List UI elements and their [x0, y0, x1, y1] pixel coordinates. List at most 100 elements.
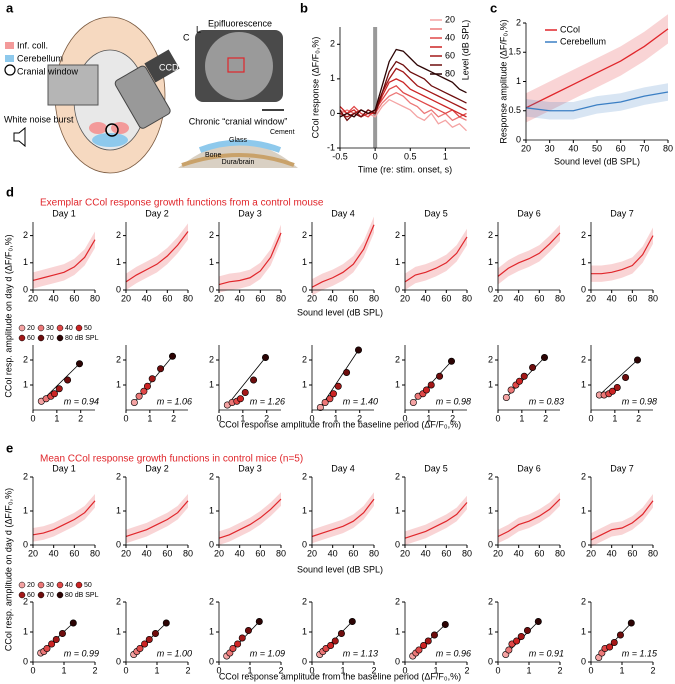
scatter-point: [354, 346, 362, 354]
y-tick-label: 1: [23, 257, 28, 267]
x-tick-label: 2: [78, 413, 83, 423]
y-tick-label: 1: [116, 379, 121, 389]
objective: [114, 65, 171, 129]
x-axis-label: Sound level (dB SPL): [297, 564, 383, 574]
scatter-point: [441, 620, 449, 628]
legend-title: Level (dB SPL): [460, 20, 470, 81]
y-tick-label: 2: [395, 596, 400, 606]
x-tick-label: 40: [607, 293, 617, 303]
y-tick-label: 2: [302, 596, 307, 606]
y-tick-label: 0: [302, 539, 307, 549]
x-tick-label: 80: [369, 548, 379, 558]
y-tick-label: 0: [116, 539, 121, 549]
slope-label: m = 1.26: [250, 396, 285, 406]
scatter-point: [613, 383, 621, 391]
x-tick-label: 0: [402, 413, 407, 423]
series-line: [525, 91, 669, 112]
y-tick-label: 1: [302, 626, 307, 636]
growth-line: [125, 231, 189, 283]
x-tick-label: 20: [400, 548, 410, 558]
slope-label: m = 0.98: [436, 396, 471, 406]
scatter-point: [343, 368, 351, 376]
legend-label: Cranial window: [17, 66, 79, 76]
y-tick-label: 2: [116, 596, 121, 606]
scatter-point: [447, 357, 455, 365]
scatter-point: [422, 386, 430, 394]
x-tick-label: 2: [464, 665, 469, 675]
scatter-point: [238, 634, 246, 642]
slope-label: m = 0.94: [64, 396, 99, 406]
y-tick-label: 1: [488, 257, 493, 267]
window-title: Chronic “cranial window”: [189, 116, 288, 126]
x-tick-label: 60: [162, 548, 172, 558]
y-tick-label: 1: [23, 505, 28, 515]
growth-line: [218, 498, 282, 539]
level-swatch: [56, 591, 64, 599]
slope-label: m = 1.09: [250, 648, 285, 658]
y-tick-label: 1: [209, 626, 214, 636]
error-band: [405, 228, 467, 290]
x-tick-label: 2: [357, 413, 362, 423]
scatter-point: [162, 619, 170, 627]
x-tick-label: 40: [49, 548, 59, 558]
panel-title: Day 5: [424, 208, 448, 218]
growth-line: [591, 235, 654, 275]
roi-box: [227, 57, 245, 73]
x-tick-label: 40: [568, 143, 578, 153]
x-tick-label: 20: [493, 293, 503, 303]
growth-line: [404, 502, 468, 539]
x-axis-label: CCol response amplitude from the baselin…: [219, 419, 461, 429]
legend-label: CCol: [560, 24, 580, 34]
x-tick-label: 1: [54, 413, 59, 423]
scatter-point: [517, 632, 525, 640]
x-tick-label: 80: [369, 293, 379, 303]
level-swatch: [75, 581, 83, 589]
x-axis-label: Time (re: stim. onset, s): [358, 164, 452, 174]
x-tick-label: 60: [627, 293, 637, 303]
x-tick-label: 1: [154, 665, 159, 675]
y-tick-label: 0: [516, 134, 521, 144]
y-tick-label: 1: [116, 257, 121, 267]
error-band: [219, 492, 281, 545]
y-tick-label: 2: [23, 596, 28, 606]
x-tick-label: 0: [123, 665, 128, 675]
panel-title: Day 3: [238, 463, 262, 473]
x-tick-label: 2: [450, 413, 455, 423]
x-tick-label: 40: [607, 548, 617, 558]
layer-label: Dura/brain: [222, 159, 255, 166]
scatter-point: [430, 631, 438, 639]
scatter-point: [326, 395, 334, 403]
scatter-point: [250, 376, 258, 384]
level-label: 50: [84, 582, 92, 589]
y-tick-label: 0: [395, 539, 400, 549]
row-title: Exemplar CCol response growth functions …: [40, 198, 324, 209]
scatter-point: [157, 365, 165, 373]
y-tick-label: 0: [488, 539, 493, 549]
scatter-point: [316, 403, 324, 411]
x-tick-label: 0: [30, 413, 35, 423]
scatter-point: [135, 392, 143, 400]
x-tick-label: 20: [307, 293, 317, 303]
x-tick-label: 2: [543, 413, 548, 423]
layer-label: Bone: [205, 152, 221, 159]
compass-label: C: [183, 32, 190, 42]
level-label: 20: [27, 582, 35, 589]
scatter-point: [409, 398, 417, 406]
axis: [339, 27, 470, 149]
growth-line: [311, 498, 375, 538]
y-tick-label: 1: [116, 505, 121, 515]
scatter-point: [610, 638, 618, 646]
x-tick-label: 20: [214, 293, 224, 303]
y-tick-label: 2: [581, 354, 586, 364]
x-tick-label: 0: [588, 413, 593, 423]
series-line: [339, 48, 467, 118]
y-tick-label: 2: [581, 230, 586, 240]
x-tick-label: 0: [402, 665, 407, 675]
legend-swatch: [5, 42, 14, 49]
level-label: 40: [65, 325, 73, 332]
panel-title: Day 1: [52, 463, 76, 473]
y-tick-label: 2: [330, 39, 335, 49]
y-tick-label: 2: [581, 471, 586, 481]
scatter-point: [261, 353, 269, 361]
x-tick-label: 80: [90, 548, 100, 558]
